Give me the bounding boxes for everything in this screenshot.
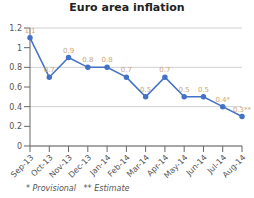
svg-text:Jun-14: Jun-14 xyxy=(184,153,209,178)
html-text:* Provisional ** Estimate: * Provisional ** Estimate xyxy=(26,184,130,193)
svg-text:May-14: May-14 xyxy=(162,153,189,180)
svg-text:0.8: 0.8 xyxy=(82,56,93,64)
svg-text:0.2: 0.2 xyxy=(9,122,22,131)
svg-text:0.7: 0.7 xyxy=(44,66,55,74)
svg-text:Feb-14: Feb-14 xyxy=(106,153,132,179)
svg-text:Nov-13: Nov-13 xyxy=(47,153,74,180)
svg-text:Aug-14: Aug-14 xyxy=(221,153,246,180)
svg-text:0.3**: 0.3** xyxy=(233,106,246,114)
svg-text:1: 1 xyxy=(17,44,22,53)
svg-text:Jan-14: Jan-14 xyxy=(88,153,113,178)
html-text:Euro area inflation: Euro area inflation xyxy=(69,1,185,14)
svg-text:0.8: 0.8 xyxy=(9,63,22,72)
svg-text:Jul-14: Jul-14 xyxy=(205,153,229,176)
svg-text:0.4*: 0.4* xyxy=(215,96,230,104)
svg-text:1.1: 1.1 xyxy=(24,27,35,35)
svg-text:0.8: 0.8 xyxy=(102,56,113,64)
svg-text:0.7: 0.7 xyxy=(159,66,170,74)
svg-text:0.5: 0.5 xyxy=(179,86,190,94)
svg-text:1.2: 1.2 xyxy=(9,24,22,33)
svg-text:Sep-13: Sep-13 xyxy=(9,153,36,180)
svg-text:0.9: 0.9 xyxy=(63,47,74,55)
svg-text:0.5: 0.5 xyxy=(140,86,151,94)
svg-text:0.5: 0.5 xyxy=(198,86,209,94)
svg-text:Oct-13: Oct-13 xyxy=(29,153,55,179)
svg-text:0.7: 0.7 xyxy=(121,66,132,74)
svg-text:Apr-14: Apr-14 xyxy=(145,153,171,179)
svg-text:0.4: 0.4 xyxy=(9,103,22,112)
svg-text:0: 0 xyxy=(17,142,22,151)
svg-text:Mar-14: Mar-14 xyxy=(125,153,151,179)
svg-text:0.6: 0.6 xyxy=(9,83,22,92)
svg-text:Dec-13: Dec-13 xyxy=(67,153,94,180)
